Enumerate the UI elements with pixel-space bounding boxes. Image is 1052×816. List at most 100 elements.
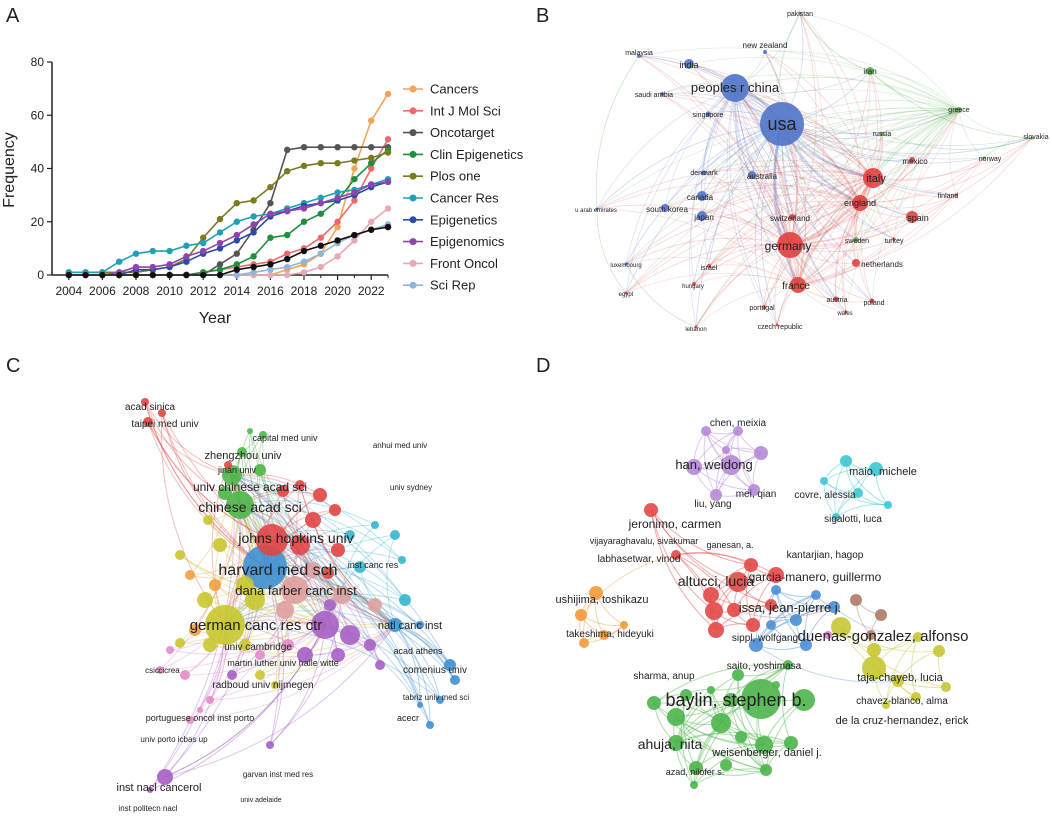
network-link <box>859 137 1033 204</box>
data-point-epigenetics <box>250 229 257 236</box>
data-point-plos-one <box>284 167 291 175</box>
network-link <box>733 87 799 286</box>
network-node <box>689 761 703 775</box>
node-label-covre-alessia: covre, alessia <box>794 490 856 501</box>
legend-swatch-marker <box>409 150 417 158</box>
legend-entry-plos-one: Plos one <box>430 169 481 184</box>
network-link <box>664 109 960 209</box>
data-point-epigenomics <box>351 189 358 196</box>
data-point-epigenetics <box>216 245 224 252</box>
network-link <box>239 500 376 526</box>
network-node <box>203 638 217 652</box>
network-link <box>638 47 960 111</box>
network-link <box>701 195 799 286</box>
network-node <box>790 614 802 626</box>
node-label-maio-michele: maio, michele <box>849 466 917 478</box>
network-node <box>765 599 777 611</box>
network-node <box>933 645 945 657</box>
network-link <box>224 610 396 628</box>
network-node <box>760 102 804 146</box>
network-node <box>399 594 411 606</box>
network-link <box>219 544 326 626</box>
node-label-finland: finland <box>938 193 959 200</box>
network-node <box>701 170 707 176</box>
network-link <box>625 177 874 294</box>
node-label-ahuja-nita: ahuja, nita <box>638 736 703 752</box>
network-labels: pakistan new zealand malaysia india peoples … <box>575 11 1049 333</box>
data-point-unlabeled <box>233 266 240 273</box>
network-link <box>625 263 697 328</box>
network-node <box>705 111 711 117</box>
network-link <box>737 674 767 771</box>
network-link <box>653 702 767 771</box>
data-point-sci-rep <box>284 263 291 271</box>
network-node <box>732 669 744 681</box>
network-link <box>661 74 960 111</box>
node-label-inst-nacl-cancerol: inst nacl cancerol <box>117 782 202 794</box>
network-node <box>853 237 859 243</box>
x-tick-label: 2008 <box>123 284 150 298</box>
node-label-natl-canc-inst: natl canc inst <box>378 620 442 632</box>
data-point-clin-epigenetics <box>233 261 240 268</box>
network-link <box>797 109 960 286</box>
network-node <box>768 567 784 583</box>
data-point-cancer-res <box>166 247 173 255</box>
node-label-issa-jean-pierre-j: issa, jean-pierre j. <box>739 600 842 615</box>
network-link <box>764 51 798 246</box>
data-point-front-oncol <box>334 253 341 260</box>
network-link <box>179 554 296 591</box>
network-link <box>754 123 783 308</box>
node-label-singapore: singapore <box>693 112 724 119</box>
network-link <box>751 173 861 204</box>
network-nodes <box>595 11 1034 329</box>
network-link <box>733 606 835 619</box>
network-link <box>271 539 406 601</box>
data-point-unlabeled <box>300 247 308 255</box>
network-node <box>390 530 400 540</box>
network-link <box>701 169 874 197</box>
y-tick-label: 60 <box>31 108 45 122</box>
network-node <box>941 682 951 692</box>
data-point-oncotarget <box>334 144 341 151</box>
node-label-south-korea: south korea <box>646 205 688 214</box>
network-node <box>793 689 815 711</box>
network-node <box>686 459 702 475</box>
data-point-epigenomics <box>267 210 274 217</box>
node-label-denmark: denmark <box>690 170 718 177</box>
network-node <box>697 211 707 221</box>
data-point-unlabeled <box>82 271 89 279</box>
chart-series <box>65 90 392 279</box>
network-link <box>789 159 913 246</box>
data-point-front-oncol <box>351 237 358 244</box>
network-node <box>913 632 923 642</box>
network-link <box>797 194 957 286</box>
node-label-univ-sydney: univ sydney <box>390 483 432 492</box>
node-label-wales: wales <box>836 311 852 317</box>
network-link <box>701 215 799 286</box>
network-link <box>710 689 767 771</box>
network-link <box>269 624 326 746</box>
data-point-unlabeled <box>166 271 173 279</box>
network-node <box>417 702 423 708</box>
network-link <box>703 430 717 496</box>
network-node <box>852 195 868 211</box>
network-link <box>789 194 957 246</box>
legend-entry-int-j-mol-sci: Int J Mol Sci <box>430 103 501 118</box>
network-link <box>693 274 799 286</box>
network-link <box>797 12 824 286</box>
network-link <box>147 421 273 541</box>
network-link <box>650 509 717 631</box>
legend-swatch-marker <box>409 129 417 137</box>
network-node <box>392 624 398 630</box>
data-point-unlabeled <box>99 271 106 279</box>
network-link <box>638 55 874 179</box>
network-link <box>869 70 960 111</box>
network-link <box>224 534 396 626</box>
network-link <box>764 51 874 179</box>
network-node <box>844 310 848 314</box>
network-link <box>249 430 343 596</box>
data-point-sci-rep <box>233 271 240 279</box>
network-link <box>675 554 717 631</box>
network-link <box>703 169 861 204</box>
network-node <box>784 736 798 750</box>
